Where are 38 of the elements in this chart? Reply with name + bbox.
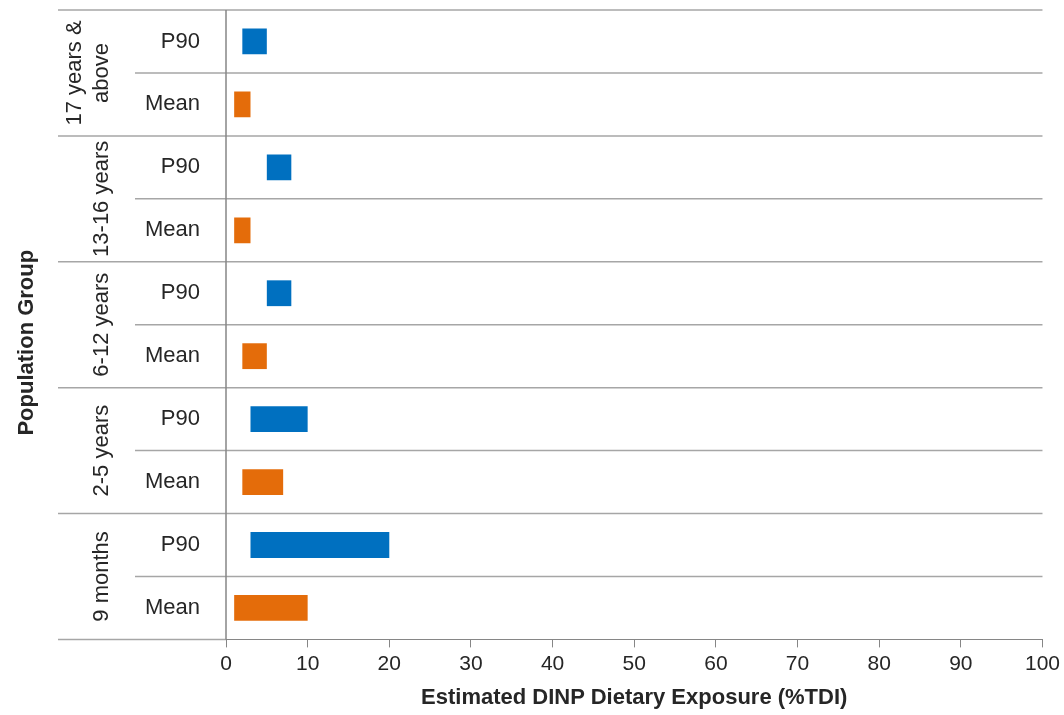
y-tick-label: 17 years & above (61, 20, 114, 126)
x-tick-label: 100 (1024, 650, 1060, 674)
series-label: P90 (160, 27, 200, 53)
text: P90 (160, 153, 200, 179)
bar (242, 28, 267, 55)
bar (250, 406, 308, 433)
x-tick-label: 0 (220, 650, 232, 674)
x-tick-label: 20 (377, 650, 401, 674)
text: Mean (144, 468, 200, 494)
x-axis-title: Estimated DINP Dietary Exposure (%TDI) (421, 683, 848, 709)
y-tick-label: 13-16 years (88, 140, 114, 257)
y-axis-title: Population Group (13, 249, 39, 436)
x-tick-label: 70 (785, 650, 810, 674)
text: Mean (144, 216, 200, 242)
bar (242, 469, 284, 495)
x-tick-label: 30 (459, 650, 483, 674)
bar (234, 595, 308, 621)
x-tick-label: 80 (867, 650, 891, 674)
bar (234, 91, 251, 118)
x-tick-label: 90 (949, 650, 973, 674)
text: Mean (144, 593, 200, 619)
bar (250, 532, 390, 558)
text: P90 (160, 405, 200, 431)
bar (266, 154, 292, 181)
text: Mean (144, 342, 200, 368)
bar (266, 280, 292, 307)
y-tick-label: 2-5 years (88, 404, 114, 497)
text: P90 (160, 279, 200, 305)
bar (234, 217, 251, 244)
bar (242, 343, 267, 370)
x-tick-label: 60 (704, 650, 728, 674)
x-tick-label: 40 (540, 650, 565, 674)
text: P90 (160, 531, 200, 557)
y-tick-label: 9 months (88, 531, 114, 622)
x-tick-label: 50 (622, 650, 646, 674)
y-tick-label: 6-12 years (88, 272, 114, 377)
series-label: Mean (144, 90, 200, 116)
x-tick-label: 10 (295, 650, 320, 674)
